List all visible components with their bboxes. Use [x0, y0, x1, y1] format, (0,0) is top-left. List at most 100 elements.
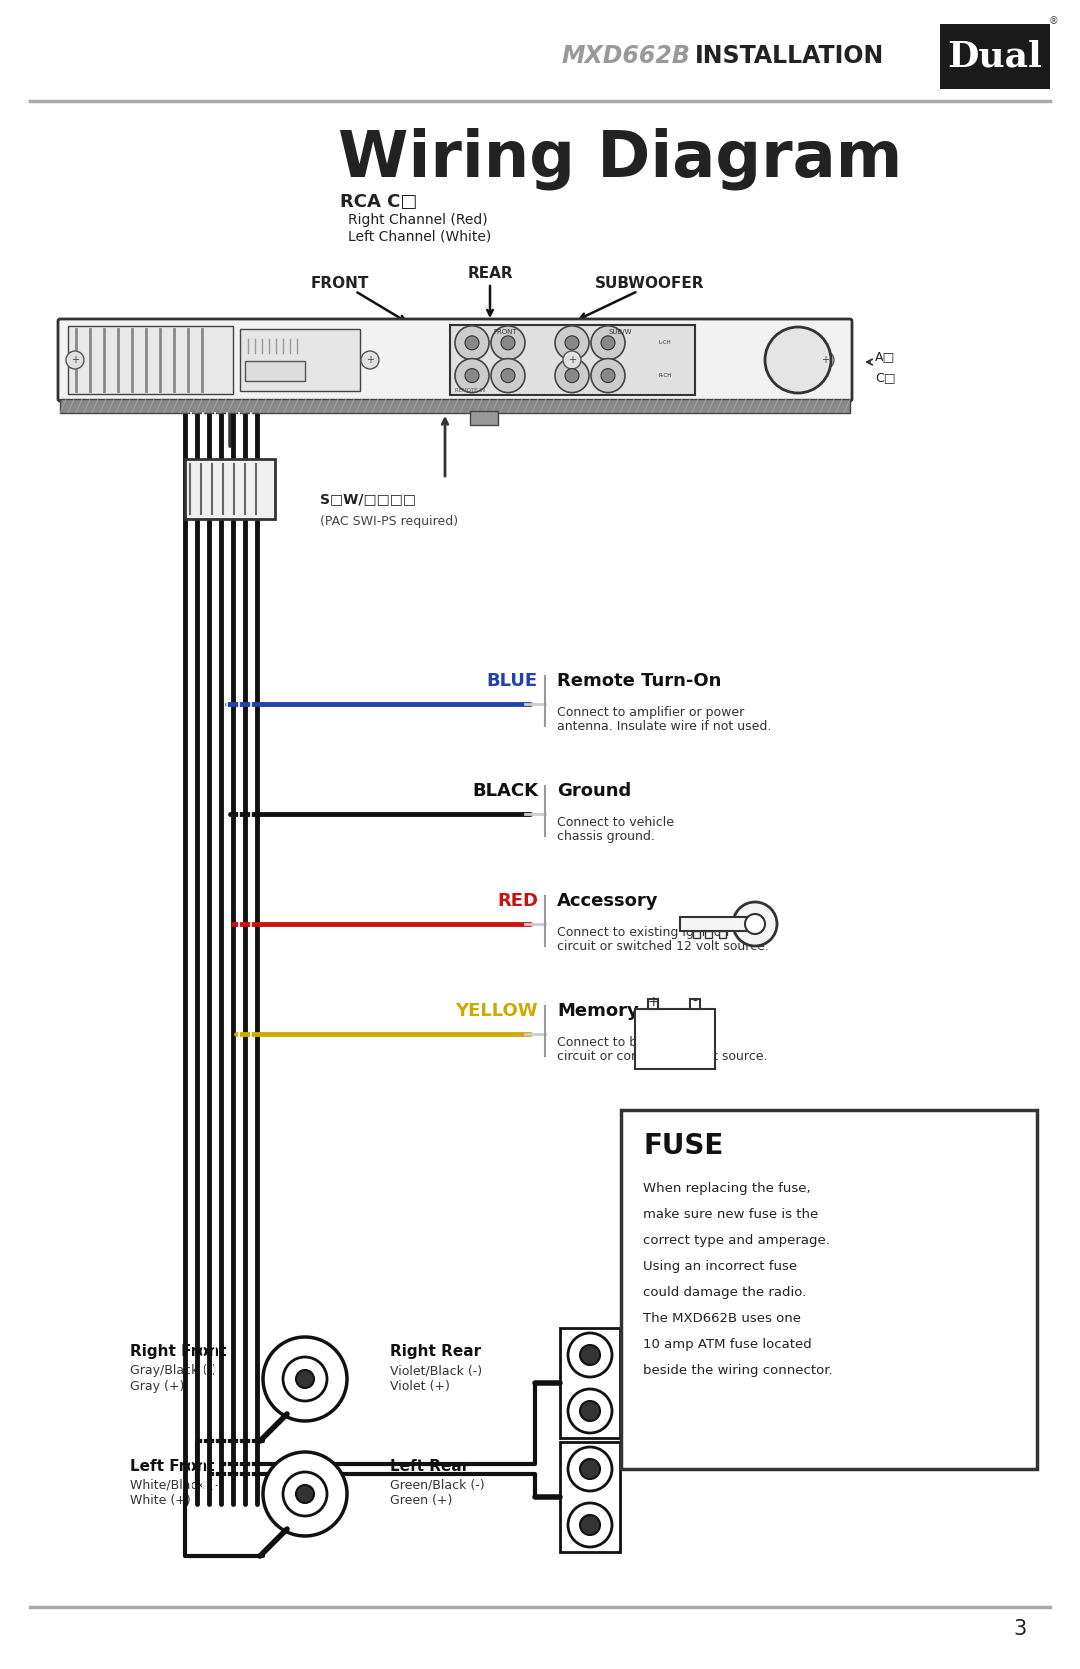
Circle shape — [296, 1485, 314, 1504]
Text: Right Front: Right Front — [130, 1344, 227, 1359]
Bar — [648, 1000, 658, 1010]
Bar — [245, 361, 305, 381]
Text: R-CH: R-CH — [659, 374, 672, 379]
Text: RCA C□: RCA C□ — [340, 194, 417, 210]
Circle shape — [568, 1504, 612, 1547]
Bar — [621, 1110, 1037, 1469]
Text: MXD662B: MXD662B — [562, 43, 690, 68]
Text: Dual: Dual — [947, 40, 1042, 73]
Text: Left Rear: Left Rear — [390, 1459, 469, 1474]
Circle shape — [600, 369, 615, 382]
Text: Right Channel (Red): Right Channel (Red) — [348, 214, 488, 227]
Circle shape — [465, 369, 480, 382]
Circle shape — [816, 350, 834, 369]
Text: Connect to existing ignition: Connect to existing ignition — [557, 926, 729, 940]
Text: YELLOW: YELLOW — [456, 1001, 538, 1020]
Circle shape — [568, 1334, 612, 1377]
Circle shape — [733, 901, 777, 946]
Text: antenna. Insulate wire if not used.: antenna. Insulate wire if not used. — [557, 719, 771, 733]
Text: Green/Black (-): Green/Black (-) — [390, 1479, 485, 1490]
Text: White/Black (-): White/Black (-) — [130, 1479, 222, 1490]
Circle shape — [563, 350, 581, 369]
FancyBboxPatch shape — [940, 23, 1050, 88]
Circle shape — [555, 325, 589, 361]
Text: Ground: Ground — [557, 783, 631, 799]
Circle shape — [296, 1370, 314, 1389]
Text: Left Channel (White): Left Channel (White) — [348, 229, 491, 244]
Circle shape — [600, 335, 615, 350]
Bar — [680, 916, 750, 931]
Text: A□
C□: A□ C□ — [875, 350, 895, 384]
Circle shape — [501, 335, 515, 350]
Text: ®: ® — [1048, 17, 1058, 27]
Bar — [470, 411, 498, 426]
Text: FRONT: FRONT — [494, 329, 517, 335]
Text: Left Front: Left Front — [130, 1459, 215, 1474]
Circle shape — [491, 325, 525, 361]
Text: 3: 3 — [1013, 1619, 1027, 1639]
Circle shape — [264, 1337, 347, 1420]
Circle shape — [491, 359, 525, 392]
Circle shape — [455, 325, 489, 361]
Text: FRONT: FRONT — [311, 277, 369, 292]
Text: White (+): White (+) — [130, 1494, 191, 1507]
Bar — [561, 1442, 620, 1552]
Text: REMOTE IN: REMOTE IN — [455, 387, 485, 392]
Bar — [240, 329, 360, 391]
Circle shape — [264, 1452, 347, 1535]
Circle shape — [501, 369, 515, 382]
Text: beside the wiring connector.: beside the wiring connector. — [643, 1364, 833, 1377]
Bar — [690, 1000, 700, 1010]
Text: +: + — [71, 355, 79, 366]
Text: +: + — [821, 355, 829, 366]
Bar — [705, 931, 712, 938]
Text: Right Rear: Right Rear — [390, 1344, 481, 1359]
Circle shape — [580, 1400, 600, 1420]
Text: Connect to amplifier or power: Connect to amplifier or power — [557, 706, 744, 719]
Circle shape — [568, 1447, 612, 1490]
Circle shape — [765, 327, 831, 392]
Text: Gray/Black (-): Gray/Black (-) — [130, 1364, 217, 1377]
Text: circuit or constant 12 volt source.: circuit or constant 12 volt source. — [557, 1050, 768, 1063]
Text: Remote Turn-On: Remote Turn-On — [557, 673, 721, 689]
Bar — [185, 459, 275, 519]
Text: Connect to vehicle: Connect to vehicle — [557, 816, 674, 829]
Text: (PAC SWI-PS required): (PAC SWI-PS required) — [320, 514, 458, 527]
Bar — [635, 1010, 715, 1070]
Bar — [693, 931, 700, 938]
Circle shape — [565, 335, 579, 350]
Bar — [68, 325, 233, 394]
Text: Gray (+): Gray (+) — [130, 1380, 185, 1394]
Circle shape — [283, 1472, 327, 1515]
Bar — [719, 931, 726, 938]
Text: make sure new fuse is the: make sure new fuse is the — [643, 1208, 819, 1222]
Text: correct type and amperage.: correct type and amperage. — [643, 1233, 829, 1247]
Circle shape — [591, 325, 625, 361]
Circle shape — [745, 915, 765, 935]
Text: -: - — [692, 995, 698, 1010]
Text: Wiring Diagram: Wiring Diagram — [338, 129, 902, 190]
Circle shape — [580, 1459, 600, 1479]
Bar — [561, 1329, 620, 1439]
Text: When replacing the fuse,: When replacing the fuse, — [643, 1182, 811, 1195]
Text: circuit or switched 12 volt source.: circuit or switched 12 volt source. — [557, 940, 769, 953]
Bar — [450, 325, 696, 396]
Circle shape — [465, 335, 480, 350]
FancyBboxPatch shape — [58, 319, 852, 401]
Text: Using an incorrect fuse: Using an incorrect fuse — [643, 1260, 797, 1273]
Text: RED: RED — [497, 891, 538, 910]
Text: could damage the radio.: could damage the radio. — [643, 1285, 807, 1298]
Text: Connect to battery: Connect to battery — [557, 1036, 675, 1050]
Circle shape — [568, 1389, 612, 1434]
Circle shape — [591, 359, 625, 392]
Text: L-CH: L-CH — [659, 340, 672, 345]
Text: SUB/W: SUB/W — [608, 329, 632, 335]
Text: Green (+): Green (+) — [390, 1494, 453, 1507]
Text: SUBWOOFER: SUBWOOFER — [595, 277, 705, 292]
Text: Memory: Memory — [557, 1001, 638, 1020]
Circle shape — [555, 359, 589, 392]
Text: +: + — [366, 355, 374, 366]
Text: BLACK: BLACK — [472, 783, 538, 799]
Circle shape — [565, 369, 579, 382]
Text: +: + — [647, 995, 659, 1010]
